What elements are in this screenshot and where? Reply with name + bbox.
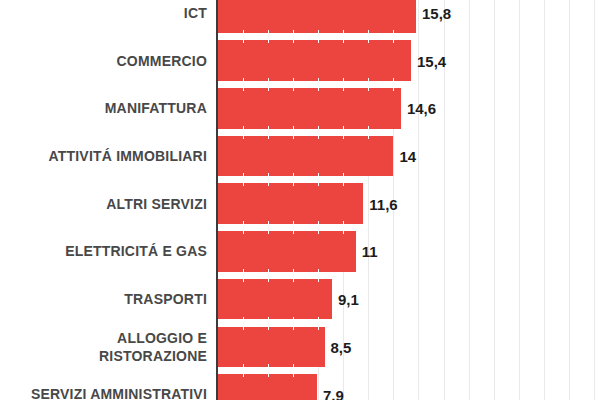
grid-notch [368,78,369,91]
value-label: 9,1 [338,291,359,308]
chart-row: SERVIZI AMMINISTRATIVI 7,9 [0,374,600,400]
grid-notch [318,221,319,234]
value-label: 14,6 [407,100,436,117]
grid-notch [318,126,319,139]
value-label: 8,5 [331,338,352,355]
grid-notch [393,78,394,91]
grid-notch [293,269,294,282]
bar [218,183,363,224]
grid-notch [243,30,244,43]
grid-notch [268,364,269,377]
grid-notch [268,221,269,234]
grid-notch [268,78,269,91]
category-label: COMMERCIO [0,40,207,81]
grid-notch [343,78,344,91]
category-label: SERVIZI AMMINISTRATIVI [0,374,207,400]
bar [218,231,356,272]
value-label: 7,9 [323,386,344,400]
grid-notch [293,30,294,43]
grid-notch [243,78,244,91]
grid-notch [368,126,369,139]
chart-row: ALTRI SERVIZI 11,6 [0,183,600,224]
grid-notch [243,364,244,377]
bar [218,327,325,368]
grid-notch [243,317,244,330]
grid-notch [318,78,319,91]
grid-notch [268,30,269,43]
bar [218,0,416,33]
grid-notch [293,221,294,234]
bar [218,374,317,400]
category-label: MANIFATTURA [0,88,207,129]
value-label: 14 [399,148,416,165]
category-label: TRASPORTI [0,279,207,320]
grid-notch [243,269,244,282]
chart-row: ICT 15,8 [0,0,600,33]
chart-row: MANIFATTURA 14,6 [0,88,600,129]
bar [218,88,401,129]
bar-chart: ICT 15,8 COMMERCIO 15,4 MANIFATTURA 14,6 ATTIV… [0,0,600,400]
grid-notch [368,30,369,43]
grid-notch [318,173,319,186]
grid-notch [393,30,394,43]
chart-row: TRASPORTI 9,1 [0,279,600,320]
chart-row: ATTIVITÁ IMMOBILIARI 14 [0,136,600,177]
grid-notch [318,317,319,330]
grid-notch [293,364,294,377]
category-label: ALTRI SERVIZI [0,183,207,224]
grid-notch [343,30,344,43]
bar [218,136,393,177]
grid-notch [243,221,244,234]
bar [218,279,332,320]
value-label: 11,6 [369,195,397,212]
grid-notch [268,317,269,330]
category-label: ICT [0,0,207,33]
grid-notch [343,221,344,234]
value-label: 11 [362,243,378,260]
chart-row: ALLOGGIO E RISTORAZIONE 8,5 [0,327,600,368]
value-label: 15,8 [422,4,451,21]
category-label: ATTIVITÁ IMMOBILIARI [0,136,207,177]
category-label: ALLOGGIO E RISTORAZIONE [0,327,207,368]
grid-notch [243,173,244,186]
value-label: 15,4 [417,52,446,69]
grid-notch [293,126,294,139]
grid-notch [268,269,269,282]
grid-notch [343,173,344,186]
grid-notch [293,317,294,330]
category-label: ELETTRICITÁ E GAS [0,231,207,272]
grid-notch [343,126,344,139]
grid-notch [293,173,294,186]
grid-notch [268,126,269,139]
grid-notch [268,173,269,186]
grid-notch [243,126,244,139]
bar [218,40,411,81]
grid-notch [318,30,319,43]
grid-notch [318,269,319,282]
chart-row: COMMERCIO 15,4 [0,40,600,81]
grid-notch [293,78,294,91]
chart-row: ELETTRICITÁ E GAS 11 [0,231,600,272]
